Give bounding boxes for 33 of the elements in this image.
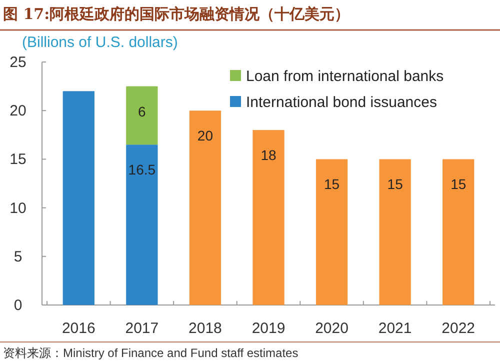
chart-title: 图 17:阿根廷政府的国际市场融资情况（十亿美元） <box>3 5 350 23</box>
legend-label: International bond issuances <box>246 94 437 111</box>
data-label: 18 <box>260 147 276 164</box>
data-label: 15 <box>387 176 404 192</box>
data-label: 16.5 <box>128 162 156 178</box>
y-axis-title: (Billions of U.S. dollars) <box>22 34 178 51</box>
bar <box>379 159 411 305</box>
bar <box>126 144 158 305</box>
y-tick-label: 25 <box>10 54 26 71</box>
y-tick-label: 15 <box>10 151 26 168</box>
data-label: 15 <box>324 176 340 192</box>
legend-label: Loan from international banks <box>246 68 444 85</box>
y-tick-label: 10 <box>10 200 26 217</box>
y-tick-label: 0 <box>14 297 22 314</box>
data-label: 6 <box>138 103 146 120</box>
bar <box>252 130 284 305</box>
x-tick-label: 2020 <box>315 320 348 337</box>
bar <box>442 159 474 305</box>
bar <box>189 110 222 305</box>
x-tick-label: 2019 <box>252 320 286 337</box>
x-tick-label: 2018 <box>188 320 222 337</box>
x-tick-label: 2021 <box>378 320 412 337</box>
bar <box>126 86 158 145</box>
bar <box>316 159 348 305</box>
x-tick-label: 2017 <box>125 320 159 337</box>
bar <box>62 91 94 305</box>
y-tick-label: 5 <box>14 248 22 266</box>
x-tick-label: 2016 <box>62 320 96 337</box>
y-tick-label: 20 <box>10 102 26 120</box>
text: 资料来源：Ministry of Finance and Fund staff estimates <box>3 346 298 360</box>
x-tick-label: 2022 <box>442 320 476 337</box>
data-label: 20 <box>197 128 214 144</box>
data-label: 15 <box>450 176 466 192</box>
